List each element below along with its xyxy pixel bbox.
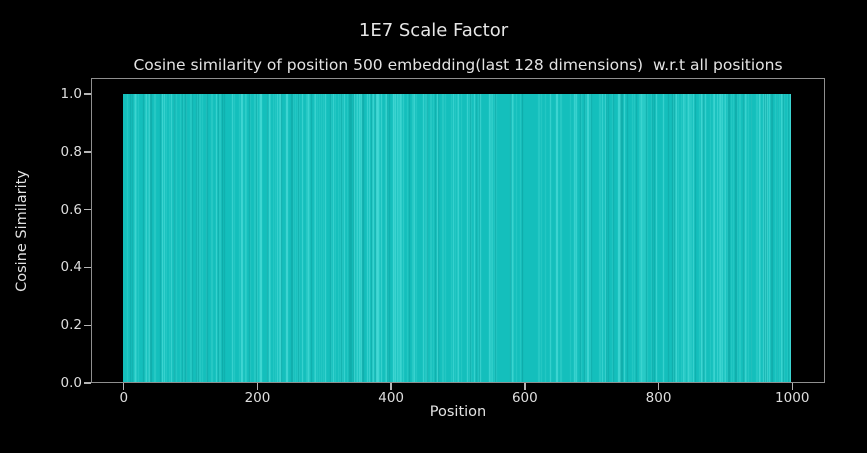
y-tick-label: 1.0 (60, 86, 82, 103)
y-tick-mark (84, 151, 91, 153)
x-tick-mark (657, 383, 660, 390)
y-tick-label: 0.8 (60, 143, 82, 160)
x-tick-mark (256, 383, 259, 390)
y-tick-mark (84, 266, 91, 269)
x-tick-label: 800 (645, 390, 672, 406)
y-tick-mark (84, 93, 91, 95)
bars-series (123, 94, 792, 383)
x-tick-mark (524, 383, 526, 390)
x-axis-label: Position (429, 404, 487, 420)
figure-suptitle: 1E7 Scale Factor (358, 20, 509, 41)
x-tick-label: 1000 (775, 390, 810, 406)
y-tick-mark (84, 209, 91, 211)
y-tick-mark (84, 382, 91, 384)
y-tick-label: 0.6 (60, 201, 82, 218)
x-tick-label: 200 (244, 390, 271, 406)
x-tick-mark (390, 383, 392, 390)
axes-title: Cosine similarity of position 500 embedd… (133, 56, 783, 74)
y-axis-label: Cosine Similarity (14, 170, 30, 292)
x-tick-mark (123, 383, 125, 390)
x-tick-label: 400 (378, 390, 405, 406)
x-tick-label: 0 (119, 390, 129, 406)
plot-area (91, 78, 825, 383)
y-tick-label: 0.2 (60, 317, 82, 334)
x-tick-label: 600 (511, 390, 538, 406)
y-tick-label: 0.0 (60, 375, 82, 391)
y-tick-mark (84, 324, 91, 326)
y-tick-label: 0.4 (60, 259, 82, 276)
x-tick-mark (791, 383, 793, 390)
